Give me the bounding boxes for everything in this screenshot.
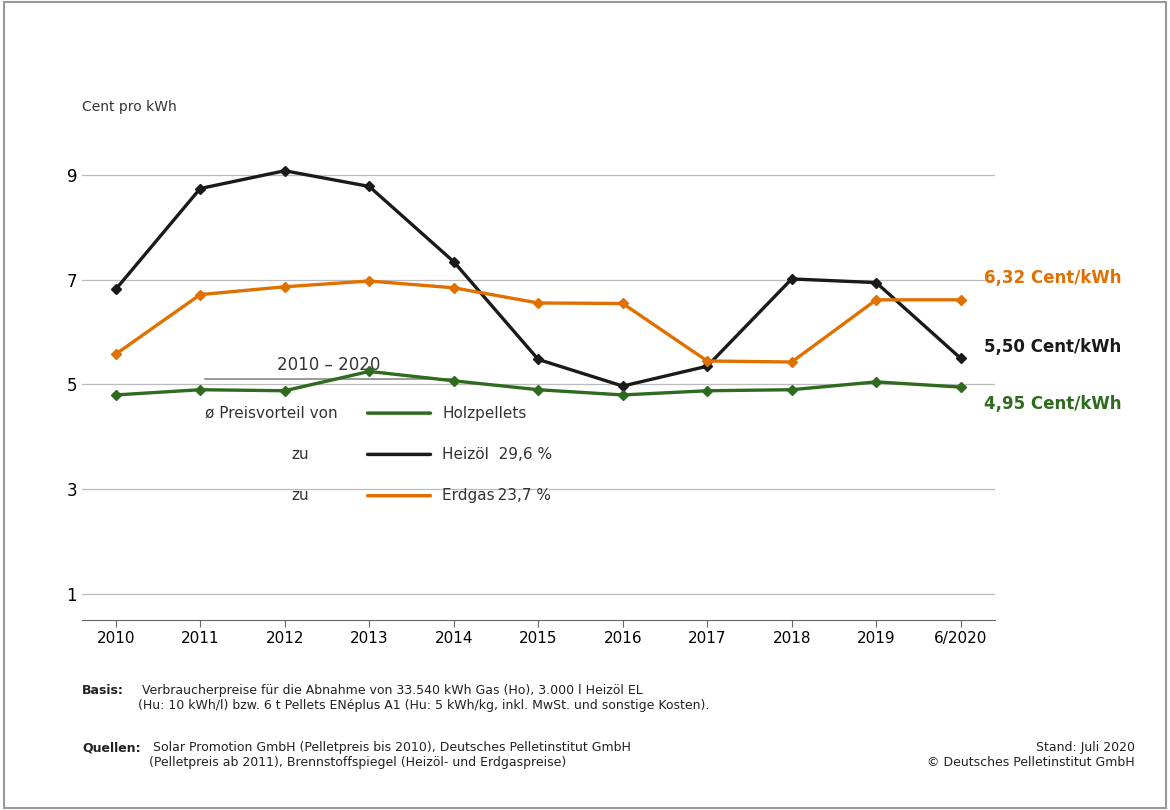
Text: zu: zu <box>291 488 309 503</box>
Text: Solar Promotion GmbH (Pelletpreis bis 2010), Deutsches Pelletinstitut GmbH
(Pell: Solar Promotion GmbH (Pelletpreis bis 20… <box>149 741 631 769</box>
Text: 6,32 Cent/kWh: 6,32 Cent/kWh <box>984 269 1122 287</box>
Text: 5,50 Cent/kWh: 5,50 Cent/kWh <box>984 338 1121 356</box>
Text: Brennstoffkostenentwicklung von Öl, Gas und Pellets: Brennstoffkostenentwicklung von Öl, Gas … <box>26 30 1170 79</box>
Text: Erdgas 23,7 %: Erdgas 23,7 % <box>442 488 551 503</box>
Text: ø Preisvorteil von: ø Preisvorteil von <box>205 406 338 420</box>
Text: Heizöl  29,6 %: Heizöl 29,6 % <box>442 447 552 462</box>
Text: Cent pro kWh: Cent pro kWh <box>82 100 177 114</box>
Text: Holzpellets: Holzpellets <box>442 406 526 420</box>
Text: zu: zu <box>291 447 309 462</box>
Text: 4,95 Cent/kWh: 4,95 Cent/kWh <box>984 394 1122 413</box>
Text: 2010 – 2020: 2010 – 2020 <box>276 356 380 374</box>
Text: Stand: Juli 2020
© Deutsches Pelletinstitut GmbH: Stand: Juli 2020 © Deutsches Pelletinsti… <box>928 741 1135 769</box>
Text: Basis:: Basis: <box>82 684 124 697</box>
Text: Verbraucherpreise für die Abnahme von 33.540 kWh Gas (Ho), 3.000 l Heizöl EL
(Hu: Verbraucherpreise für die Abnahme von 33… <box>138 684 709 713</box>
Text: Quellen:: Quellen: <box>82 741 140 754</box>
